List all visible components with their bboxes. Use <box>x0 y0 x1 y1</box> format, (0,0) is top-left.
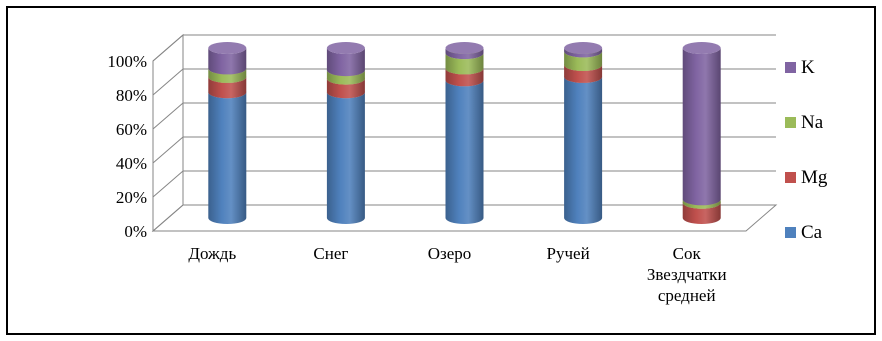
y-tick-label: 0% <box>124 222 147 241</box>
bar-segment-k <box>564 42 603 58</box>
bar-segment-ca <box>564 70 603 225</box>
y-axis-ticks: 0% 20% 40% 60% 80% 100% <box>107 52 147 241</box>
legend-swatch-ca <box>785 227 796 238</box>
gridline-side <box>152 68 184 96</box>
category-label: Дождь <box>188 244 236 263</box>
y-tick-label: 100% <box>107 52 147 71</box>
category-label: Озеро <box>428 244 472 263</box>
side-wall <box>152 33 184 233</box>
y-tick-label: 20% <box>116 188 147 207</box>
legend-label-mg: Mg <box>801 167 828 188</box>
category-label: Снег <box>313 244 348 263</box>
legend: K Na Mg Ca <box>785 57 828 243</box>
chart-frame: 0% 20% 40% 60% 80% 100% Дождь Снег Озеро Ручей Со… <box>6 6 876 335</box>
bar-segment-k <box>208 42 247 75</box>
category-label: Сок <box>673 244 702 263</box>
floor <box>151 204 778 232</box>
gridline-side <box>152 102 184 130</box>
bar-segment-k <box>326 42 365 77</box>
y-tick-label: 40% <box>116 154 147 173</box>
category-label: Ручей <box>547 244 590 263</box>
legend-label-k: K <box>801 57 815 78</box>
category-label: средней <box>658 286 716 305</box>
gridline-side <box>152 170 184 198</box>
bar-segment-ca <box>208 86 247 224</box>
chart-svg: 0% 20% 40% 60% 80% 100% Дождь Снег Озеро Ручей Со… <box>107 33 828 305</box>
legend-swatch-k <box>785 62 796 73</box>
legend-swatch-na <box>785 117 796 128</box>
bar-segment-k <box>445 42 484 60</box>
bar-segment-ca <box>326 86 365 224</box>
legend-label-ca: Ca <box>801 222 823 243</box>
bar-segment-ca <box>445 74 484 224</box>
legend-label-na: Na <box>801 112 824 133</box>
gridline-side <box>152 34 184 62</box>
bars <box>208 42 721 225</box>
legend-swatch-mg <box>785 172 796 183</box>
y-tick-label: 80% <box>116 86 147 105</box>
bar-segment-k <box>682 42 721 206</box>
y-tick-label: 60% <box>116 120 147 139</box>
category-label: Звездчатки <box>647 265 727 284</box>
gridline-side <box>152 136 184 164</box>
x-axis-labels: Дождь Снег Озеро Ручей Сок Звездчатки средней <box>188 244 726 305</box>
